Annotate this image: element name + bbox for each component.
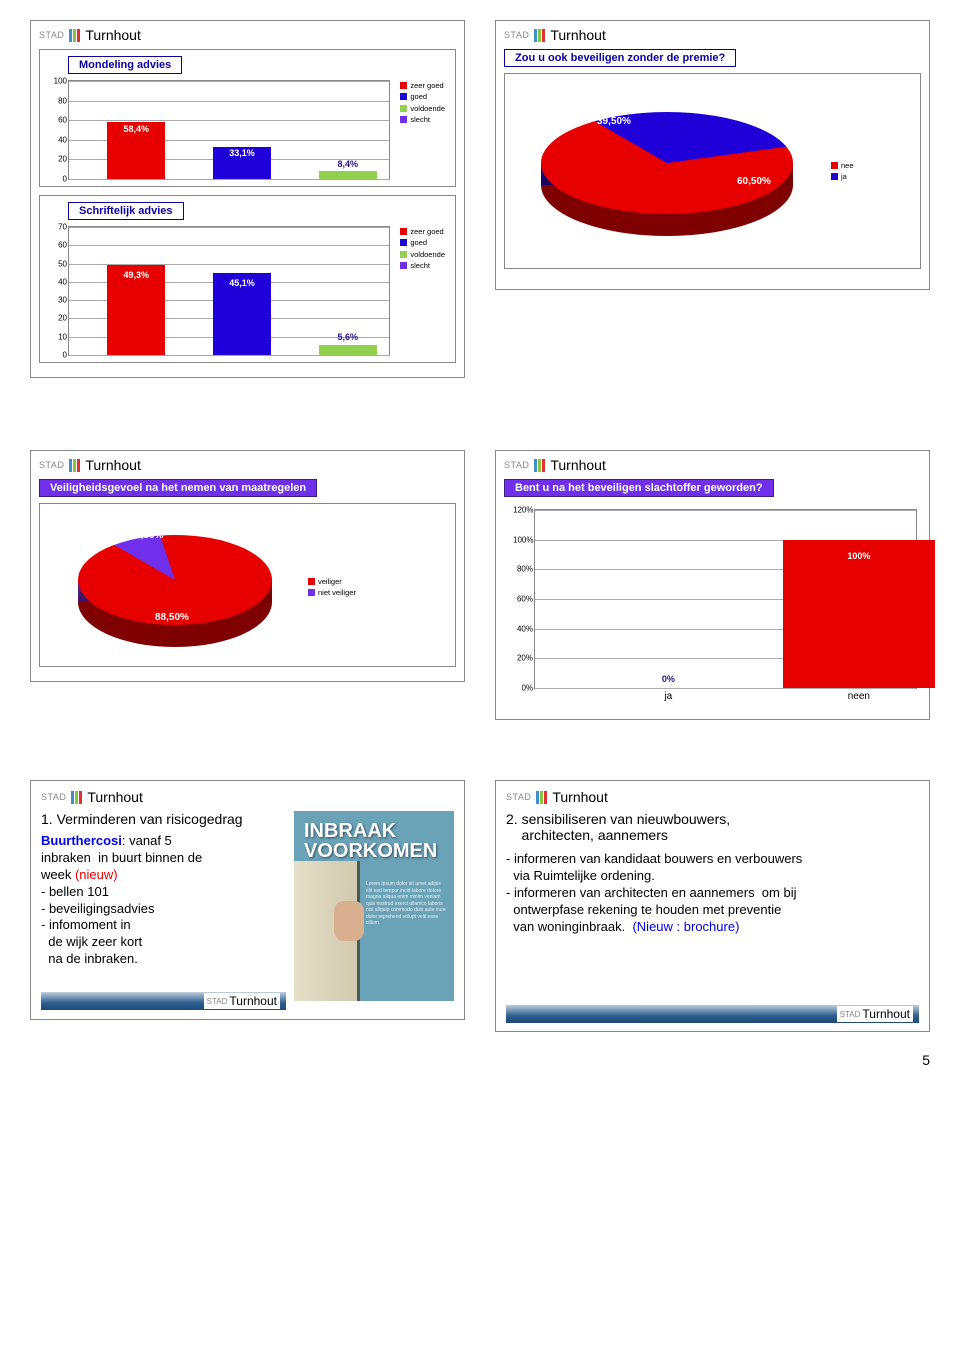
brand-logo: STAD Turnhout	[39, 457, 456, 473]
legend: zeer goedgoedvoldoendeslecht	[400, 80, 449, 180]
panel-veiligheidsgevoel: STAD Turnhout Veiligheidsgevoel na het n…	[30, 450, 465, 720]
chart-title: Veiligheidsgevoel na het nemen van maatr…	[39, 479, 317, 497]
panel-info-1: STAD Turnhout INBRAAKVOORKOMEN Lorem ips…	[30, 780, 465, 1032]
brand-logo: STAD Turnhout	[504, 457, 921, 473]
bar-chart: 0%20%40%60%80%100%120%0%ja100%neen	[534, 509, 917, 689]
panel-slachtoffer: STAD Turnhout Bent u na het beveiligen s…	[495, 450, 930, 720]
legend: zeer goedgoedvoldoendeslecht	[400, 226, 449, 356]
chart-title: Bent u na het beveiligen slachtoffer gew…	[504, 479, 774, 497]
pie-chart: 11,50%88,50%	[60, 512, 290, 662]
footer-bar: STADTurnhout	[41, 992, 286, 1010]
panel-info-2: STAD Turnhout 2. sensibiliseren van nieu…	[495, 780, 930, 1032]
panel-mondeling-schriftelijk: STAD Turnhout Mondeling advies 020406080…	[30, 20, 465, 390]
brand-logo: STAD Turnhout	[39, 27, 456, 43]
brochure-image: INBRAAKVOORKOMEN Lorem ipsum dolor sit a…	[294, 811, 454, 1001]
footer-bar: STADTurnhout	[506, 1005, 919, 1023]
info-body: - informeren van kandidaat bouwers en ve…	[506, 851, 919, 935]
legend: neeja	[831, 160, 858, 183]
bar-chart: 01020304050607049,3%45,1%5,6%	[68, 226, 390, 356]
brand-logo: STAD Turnhout	[41, 789, 454, 805]
pie-chart: 39,50%60,50%	[517, 86, 817, 256]
chart-title: Zou u ook beveiligen zonder de premie?	[504, 49, 736, 67]
page-number: 5	[30, 1052, 930, 1068]
chart-title: Schriftelijk advies	[68, 202, 184, 220]
legend: veiligerniet veiliger	[308, 576, 360, 599]
bar-chart: 02040608010058,4%33,1%8,4%	[68, 80, 390, 180]
brand-logo: STAD Turnhout	[504, 27, 921, 43]
info-heading: 2. sensibiliseren van nieuwbouwers, arch…	[506, 811, 919, 843]
chart-title: Mondeling advies	[68, 56, 182, 74]
panel-premie: STAD Turnhout Zou u ook beveiligen zonde…	[495, 20, 930, 390]
brand-logo: STAD Turnhout	[506, 789, 919, 805]
